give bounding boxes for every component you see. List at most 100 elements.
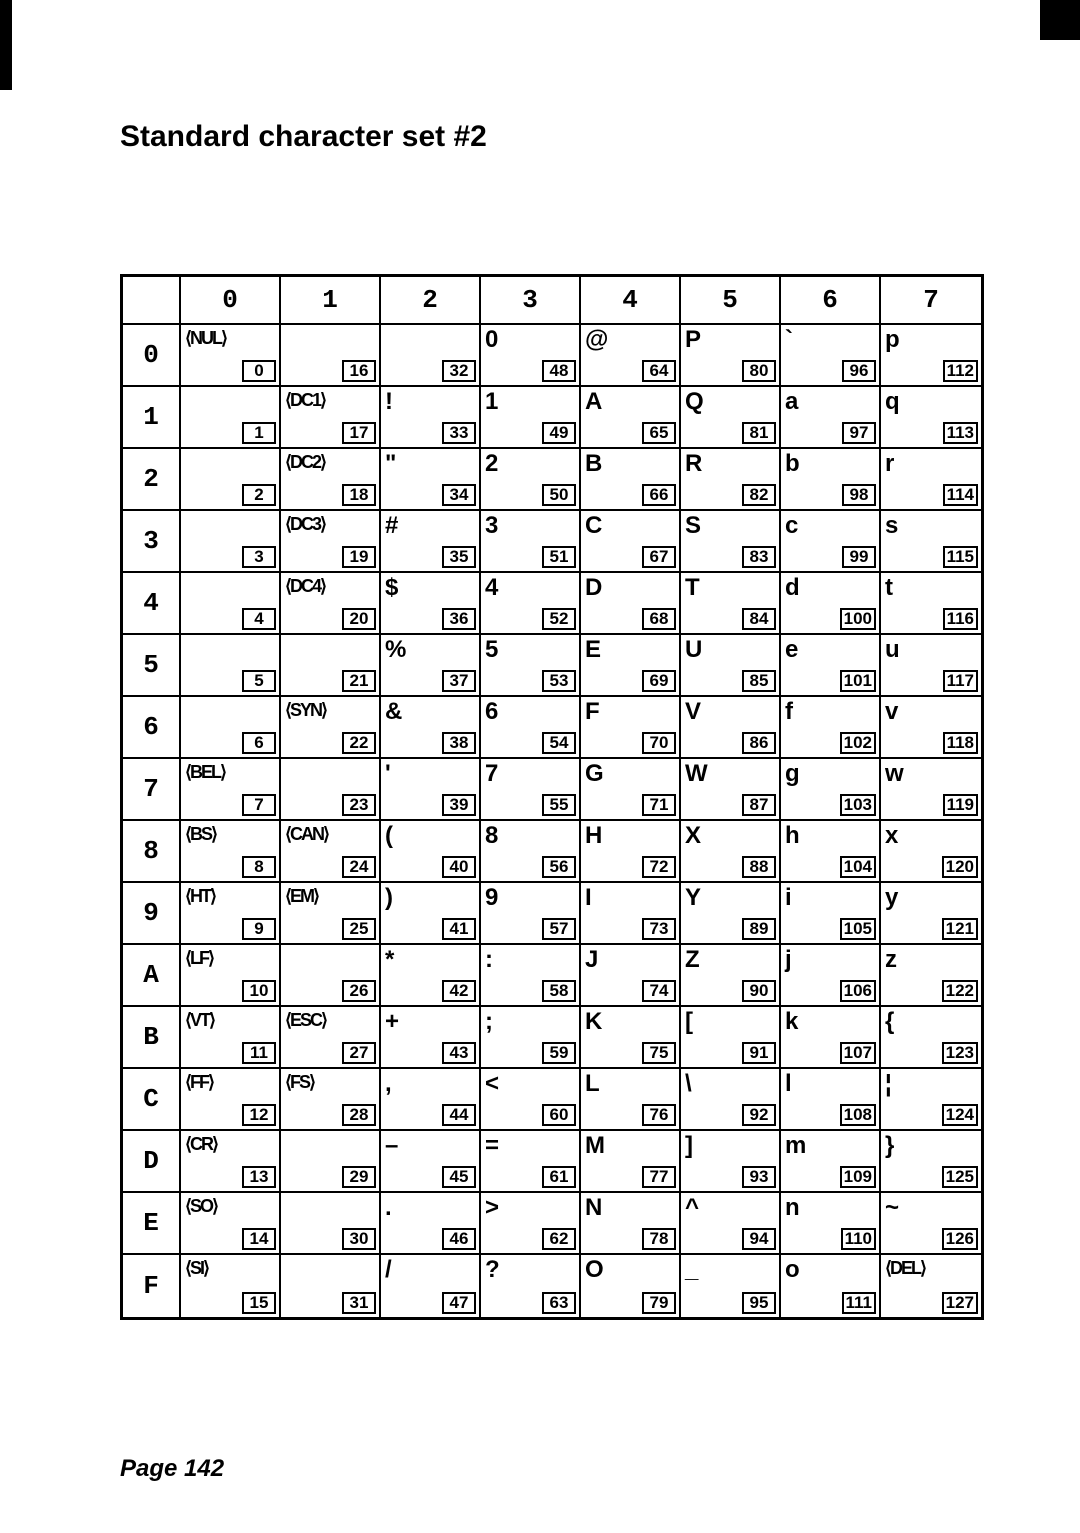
table-cell: ⟨SO⟩14	[181, 1193, 281, 1255]
cell-char: i	[785, 884, 791, 912]
table-cell: w119	[881, 759, 981, 821]
table-cell: :58	[481, 945, 581, 1007]
table-cell: @64	[581, 325, 681, 387]
cell-code: 122	[942, 980, 978, 1002]
cell-char: ⟨BEL⟩	[185, 762, 225, 783]
cell-code: 91	[742, 1042, 776, 1064]
cell-code: 98	[842, 484, 876, 506]
table-cell: ⟨DC4⟩20	[281, 573, 381, 635]
cell-char: h	[785, 822, 799, 850]
cell-code: 63	[542, 1292, 576, 1314]
cell-char: s	[885, 512, 897, 540]
cell-code: 65	[642, 422, 676, 444]
table-cell: U85	[681, 635, 781, 697]
row-header: 5	[123, 635, 181, 697]
cell-char: ⟨DEL⟩	[885, 1258, 925, 1279]
table-cell: ⟨SYN⟩22	[281, 697, 381, 759]
table-cell: ⟨BS⟩8	[181, 821, 281, 883]
table-cell: 6	[181, 697, 281, 759]
cell-char: l	[785, 1070, 791, 1098]
cell-code: 45	[442, 1166, 476, 1188]
cell-char: ⟨ESC⟩	[285, 1010, 326, 1031]
cell-code: 86	[742, 732, 776, 754]
cell-char: m	[785, 1132, 805, 1160]
cell-char: 2	[485, 450, 497, 478]
table-cell: r114	[881, 449, 981, 511]
cell-code: 94	[742, 1228, 776, 1250]
cell-char: )	[385, 884, 392, 912]
cell-code: 7	[242, 794, 276, 816]
cell-char: ⟨DC1⟩	[285, 390, 325, 411]
table-cell: `96	[781, 325, 881, 387]
cell-code: 51	[542, 546, 576, 568]
cell-code: 64	[642, 360, 676, 382]
table-cell: k107	[781, 1007, 881, 1069]
cell-code: 79	[642, 1292, 676, 1314]
table-cell: i105	[781, 883, 881, 945]
table-cell: j106	[781, 945, 881, 1007]
cell-code: 21	[342, 670, 376, 692]
cell-char: W	[685, 760, 707, 788]
cell-char: ⟨HT⟩	[185, 886, 215, 907]
table-cell: {123	[881, 1007, 981, 1069]
table-cell: 452	[481, 573, 581, 635]
column-header: 5	[681, 277, 781, 325]
cell-char: q	[885, 388, 899, 416]
table-cell: '39	[381, 759, 481, 821]
table-cell: ⟨CAN⟩24	[281, 821, 381, 883]
page-number: Page 142	[120, 1455, 224, 1483]
table-cell: 957	[481, 883, 581, 945]
cell-code: 78	[642, 1228, 676, 1250]
cell-char: ]	[685, 1132, 692, 1160]
cell-code: 34	[442, 484, 476, 506]
row-header: 7	[123, 759, 181, 821]
cell-char: E	[585, 636, 600, 664]
table-cell: W87	[681, 759, 781, 821]
cell-char: ,	[385, 1070, 391, 1098]
cell-code: 121	[942, 918, 978, 940]
cell-char: ⟨DC2⟩	[285, 452, 325, 473]
table-cell: t116	[881, 573, 981, 635]
row-header: 3	[123, 511, 181, 573]
scan-corner	[1040, 0, 1080, 40]
cell-code: 3	[242, 546, 276, 568]
column-header: 0	[181, 277, 281, 325]
cell-code: 68	[642, 608, 676, 630]
cell-char: ⟨SI⟩	[185, 1258, 208, 1279]
cell-code: 108	[840, 1104, 876, 1126]
table-cell: ⟨SI⟩15	[181, 1255, 281, 1317]
cell-char: e	[785, 636, 797, 664]
table-cell: 553	[481, 635, 581, 697]
table-cell: Y89	[681, 883, 781, 945]
cell-code: 0	[242, 360, 276, 382]
cell-code: 103	[840, 794, 876, 816]
cell-char: \	[685, 1070, 691, 1098]
table-cell: ~126	[881, 1193, 981, 1255]
table-cell: .46	[381, 1193, 481, 1255]
cell-char: &	[385, 698, 401, 726]
cell-char: V	[685, 698, 700, 726]
table-cell: H72	[581, 821, 681, 883]
cell-char: +	[385, 1008, 398, 1036]
row-header: F	[123, 1255, 181, 1317]
table-cell: /47	[381, 1255, 481, 1317]
cell-char: z	[885, 946, 896, 974]
cell-char: {	[885, 1008, 893, 1036]
cell-code: 84	[742, 608, 776, 630]
table-cell: )41	[381, 883, 481, 945]
table-cell: X88	[681, 821, 781, 883]
cell-char: a	[785, 388, 797, 416]
table-cell: >62	[481, 1193, 581, 1255]
cell-char: y	[885, 884, 897, 912]
table-cell: 3 51	[481, 511, 581, 573]
table-cell: 32	[381, 325, 481, 387]
table-cell: Z90	[681, 945, 781, 1007]
cell-char: ⟨SYN⟩	[285, 700, 326, 721]
cell-char: ⟨CR⟩	[185, 1134, 217, 1155]
table-cell: &38	[381, 697, 481, 759]
cell-char: L	[585, 1070, 599, 1098]
cell-code: 101	[840, 670, 876, 692]
cell-char: 3	[485, 512, 497, 540]
table-cell: ⟨EM⟩25	[281, 883, 381, 945]
ascii-table: 012345670⟨NUL⟩01632048@64P80`96p11211⟨DC…	[120, 274, 984, 1320]
